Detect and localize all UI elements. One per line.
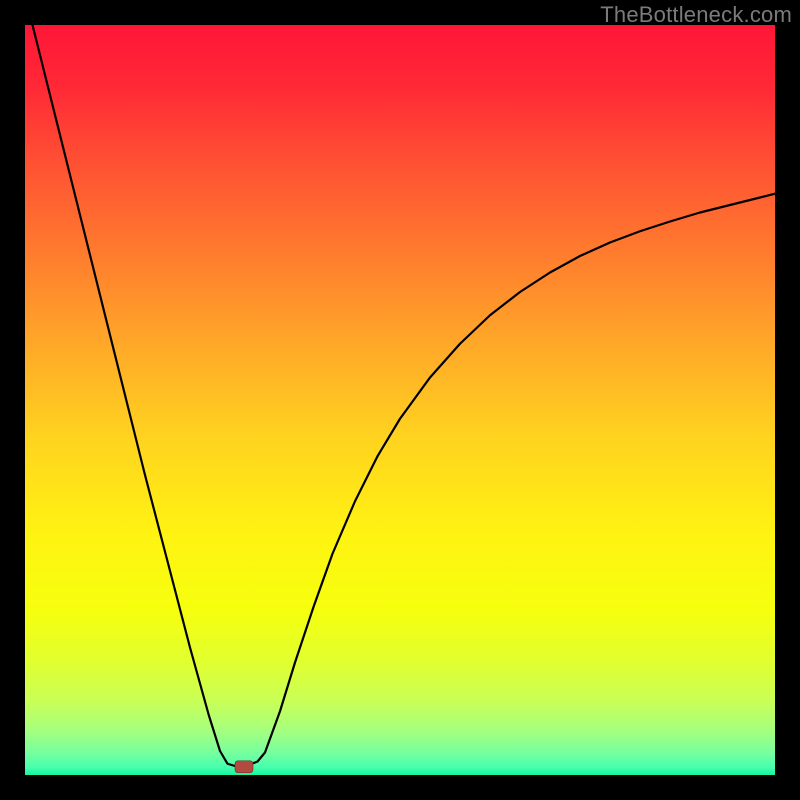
chart-background (25, 25, 775, 775)
watermark-text: TheBottleneck.com (600, 2, 792, 28)
bottleneck-chart (25, 25, 775, 775)
optimal-point-marker (235, 761, 253, 773)
